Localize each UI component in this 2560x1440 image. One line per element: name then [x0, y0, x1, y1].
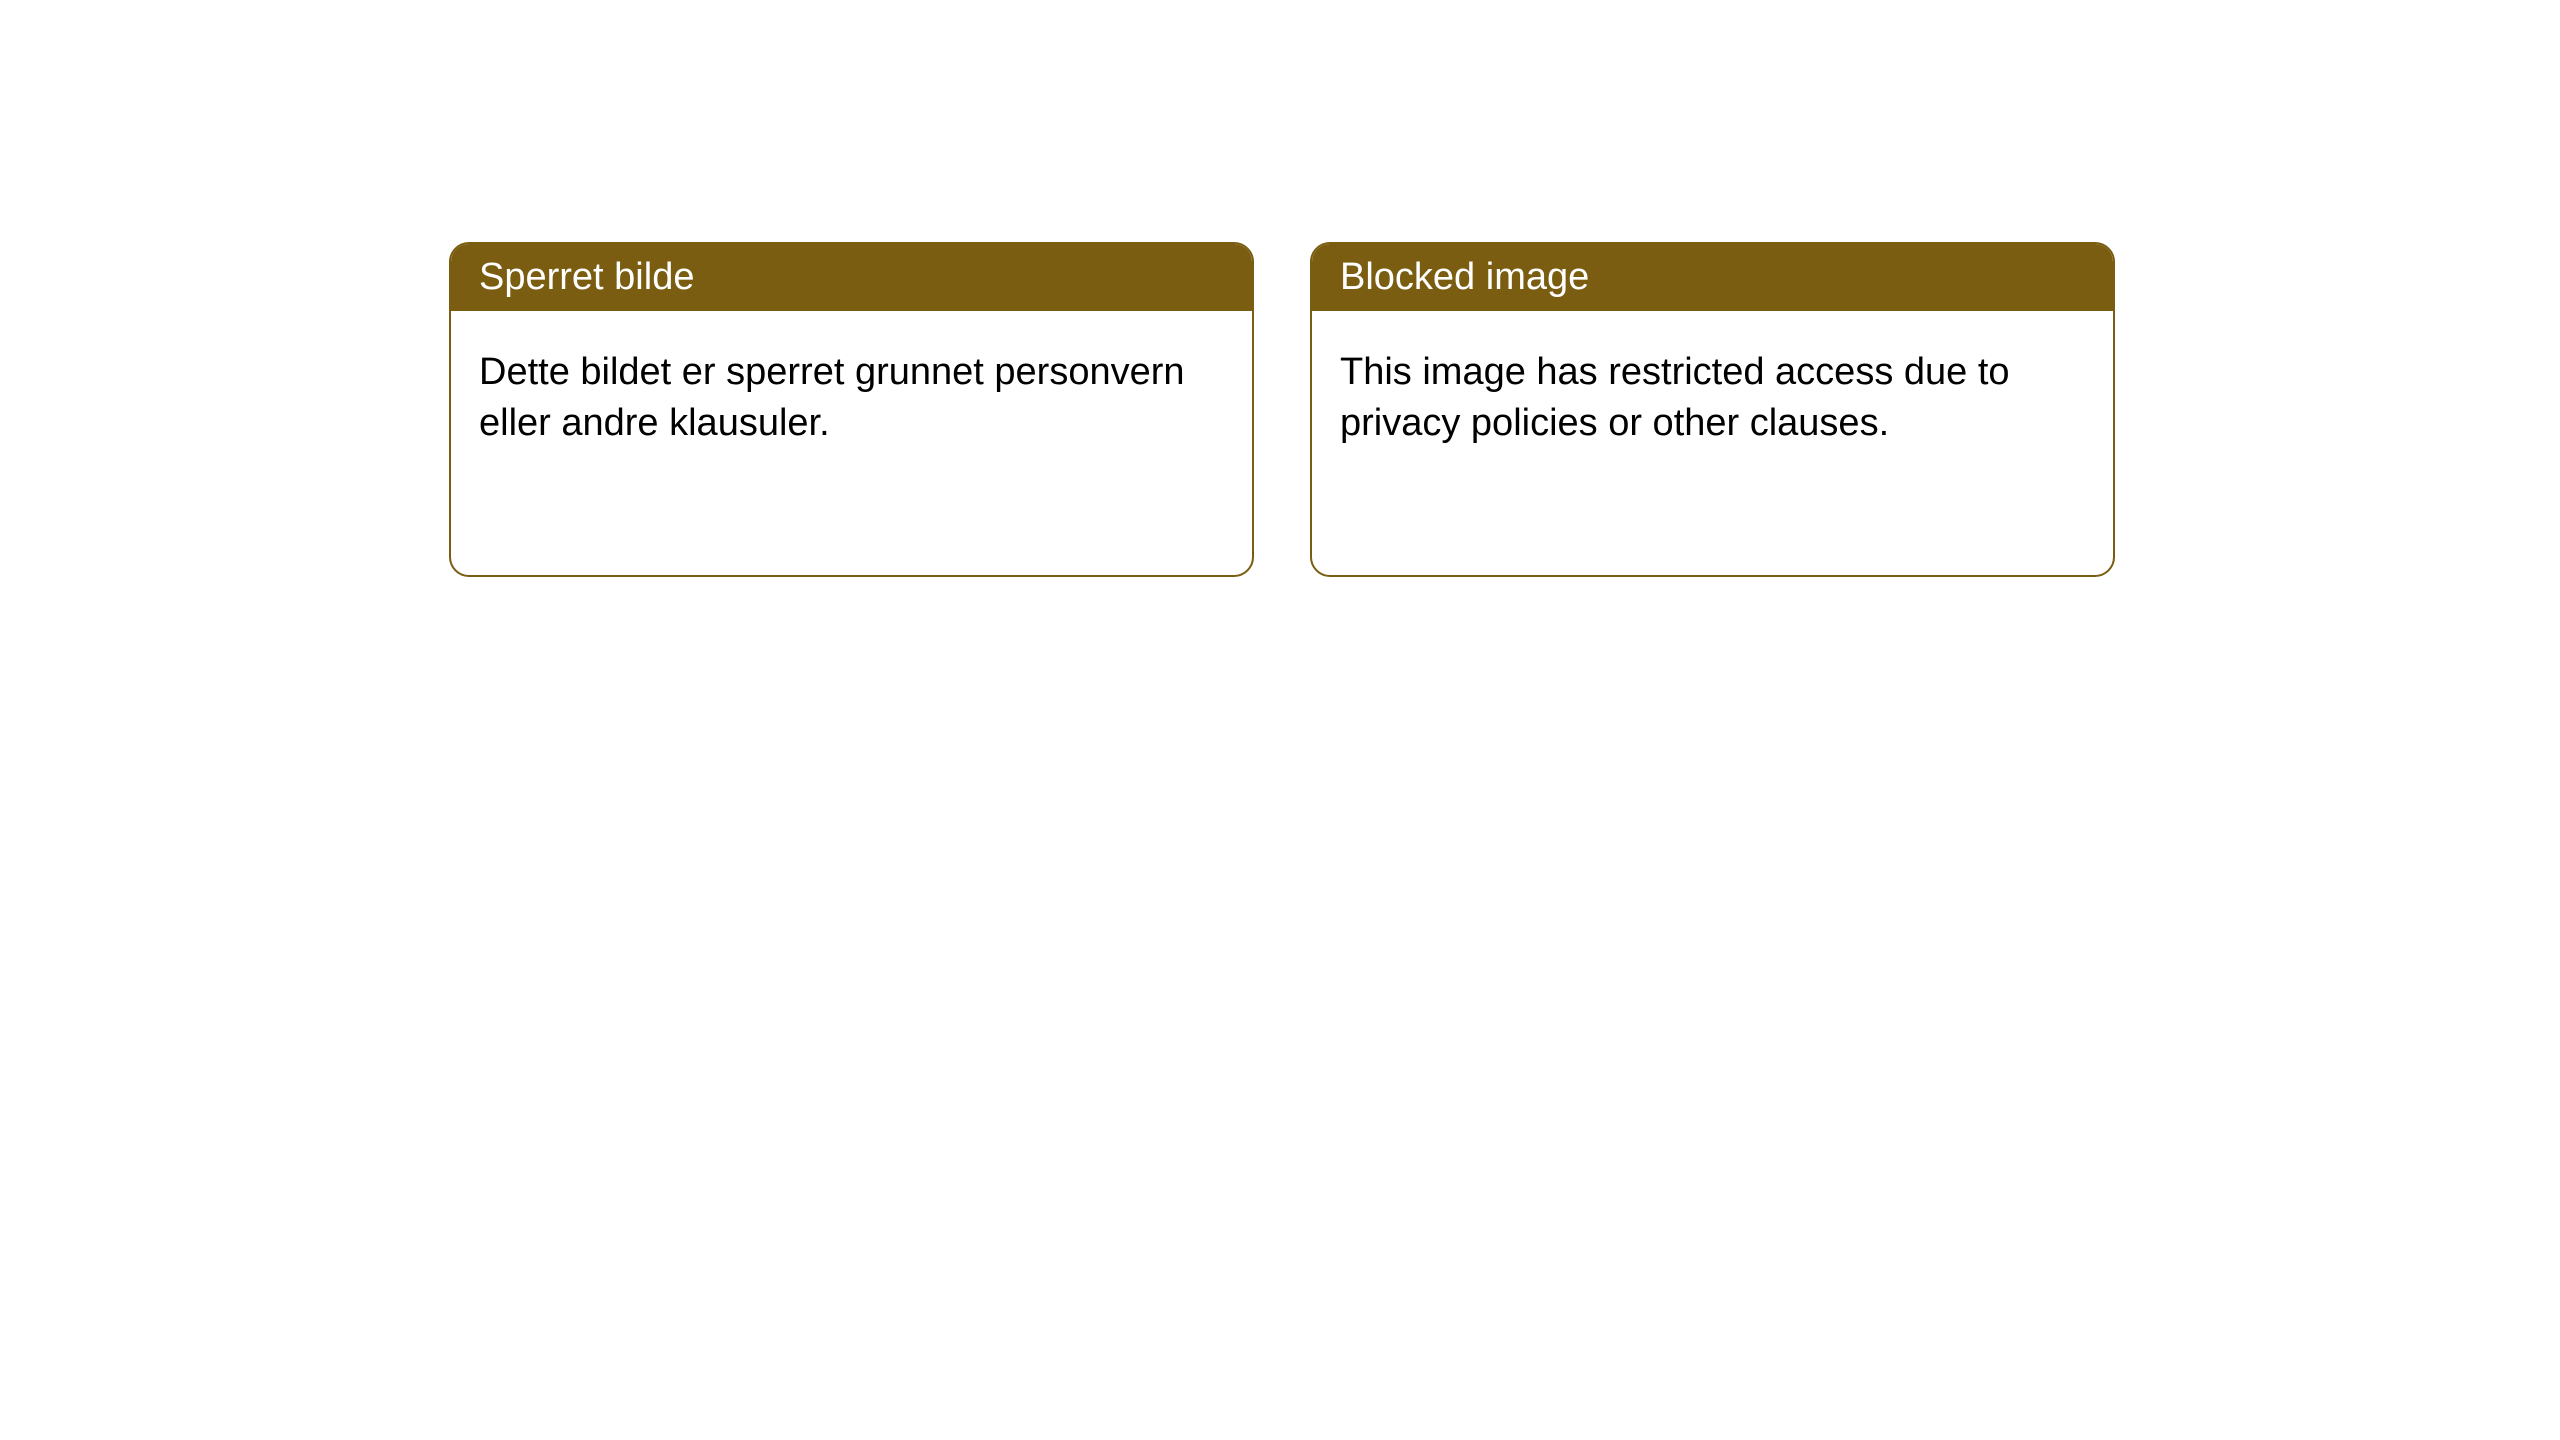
card-body-text: This image has restricted access due to … [1340, 351, 2010, 444]
notice-cards-container: Sperret bilde Dette bildet er sperret gr… [449, 242, 2115, 577]
card-body: This image has restricted access due to … [1312, 311, 2113, 486]
card-title: Blocked image [1340, 256, 1589, 298]
notice-card-norwegian: Sperret bilde Dette bildet er sperret gr… [449, 242, 1254, 577]
notice-card-english: Blocked image This image has restricted … [1310, 242, 2115, 577]
card-title: Sperret bilde [479, 256, 694, 298]
card-body-text: Dette bildet er sperret grunnet personve… [479, 351, 1185, 444]
card-header: Blocked image [1312, 244, 2113, 311]
card-body: Dette bildet er sperret grunnet personve… [451, 311, 1252, 486]
card-header: Sperret bilde [451, 244, 1252, 311]
